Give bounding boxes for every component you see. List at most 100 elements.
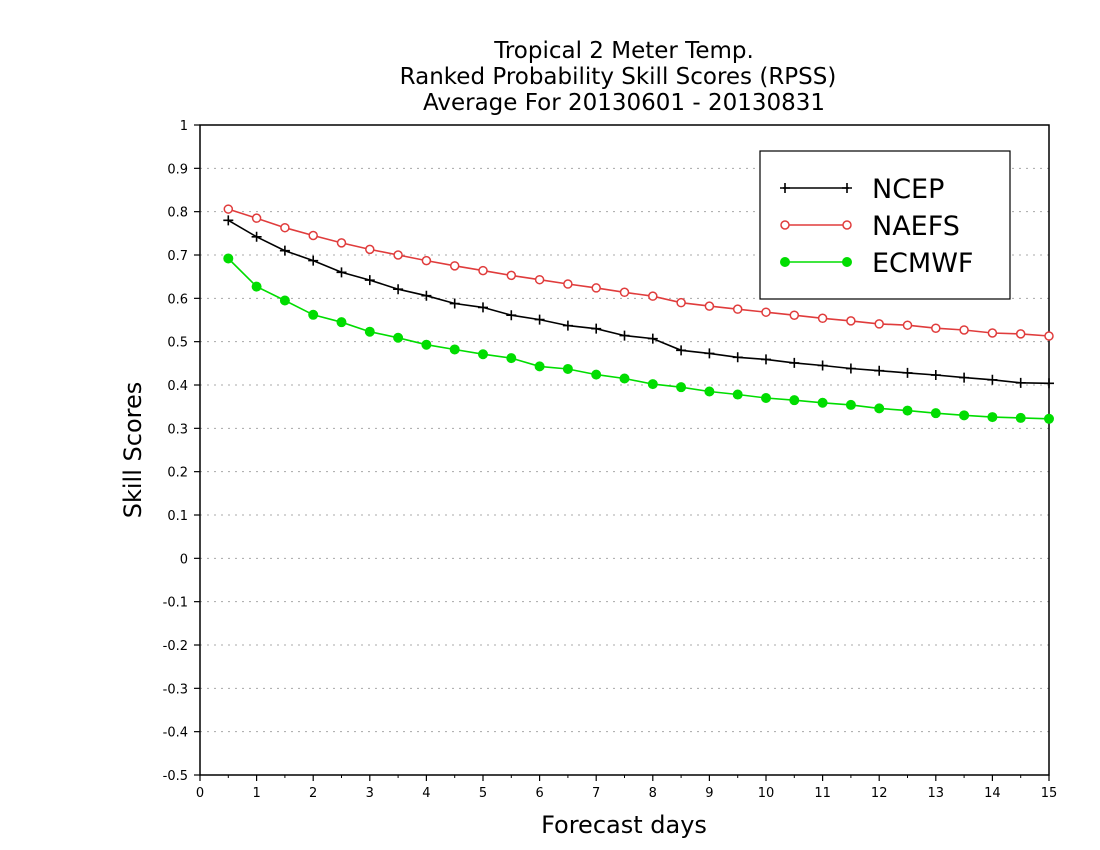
chart-title: Tropical 2 Meter Temp. Ranked Probabilit… [400, 38, 837, 116]
x-tick-label: 0 [196, 786, 204, 801]
data-point-ncep [761, 354, 771, 365]
y-tick-label: 0.2 [167, 466, 188, 481]
x-tick-label: 8 [649, 786, 657, 801]
data-point-naefs [223, 204, 234, 214]
x-tick-label: 1 [252, 786, 260, 801]
series-ncep [223, 215, 1054, 389]
data-point-ncep [845, 363, 856, 374]
legend-marker-ncep [842, 183, 852, 193]
data-point-ncep [478, 302, 488, 313]
y-tick-label: 0.9 [167, 162, 188, 177]
data-point-naefs [761, 307, 771, 317]
x-tick-label: 13 [928, 786, 945, 801]
y-tick-label: 0.1 [167, 509, 188, 524]
y-tick-label: 0.3 [167, 422, 188, 437]
data-point-naefs [902, 320, 913, 330]
data-point-ecmwf [534, 361, 545, 372]
data-point-ncep [930, 370, 941, 381]
legend-label-ncep: NCEP [872, 174, 944, 205]
y-tick-label: -0.2 [163, 639, 188, 654]
data-point-naefs [534, 274, 545, 285]
y-tick-label: 1 [180, 119, 188, 134]
x-tick-label: 11 [814, 786, 831, 801]
data-point-ecmwf [336, 317, 347, 328]
data-point-naefs [478, 265, 488, 276]
data-point-naefs [959, 325, 969, 335]
data-point-ncep [393, 284, 404, 295]
legend-marker-naefs [842, 220, 852, 230]
x-tick-label: 9 [705, 786, 713, 801]
data-point-ncep [449, 298, 460, 309]
data-point-ncep [959, 372, 970, 383]
data-point-ncep [562, 320, 573, 331]
data-point-ecmwf [676, 382, 687, 393]
legend-marker-ncep [780, 183, 790, 193]
data-point-ecmwf [478, 349, 488, 360]
data-point-ncep [336, 267, 347, 278]
data-point-ecmwf [647, 379, 658, 390]
data-point-ncep [364, 275, 375, 286]
data-point-naefs [931, 323, 941, 333]
chart-title-line-2: Ranked Probability Skill Scores (RPSS) [400, 64, 837, 90]
data-point-naefs [789, 310, 800, 320]
data-point-ecmwf [308, 309, 319, 320]
x-tick-label: 3 [366, 786, 374, 801]
series-naefs [223, 204, 1054, 341]
legend: NCEP NAEFS ECMWF [759, 150, 1011, 300]
x-axis-label: Forecast days [541, 811, 707, 839]
data-point-ecmwf [251, 281, 262, 292]
y-tick-label: -0.1 [163, 596, 188, 611]
series-lines [223, 204, 1054, 424]
x-tick-label: 10 [758, 786, 775, 801]
axis-ticks: 1 0.9 0.8 0.7 0.6 0.5 0.4 0.3 0.2 0.1 0 -0.1 -0.2 -0.… [163, 119, 1058, 801]
data-point-ecmwf [364, 326, 375, 337]
legend-item-ecmwf: ECMWF [780, 248, 973, 279]
chart-title-line-1: Tropical 2 Meter Temp. [493, 38, 754, 64]
data-point-ecmwf [845, 399, 856, 410]
data-point-ecmwf [1015, 412, 1026, 423]
data-point-naefs [591, 283, 601, 293]
data-point-ncep [534, 314, 545, 325]
data-point-ncep [1044, 378, 1054, 389]
data-point-naefs [704, 301, 715, 311]
data-point-ecmwf [619, 373, 630, 384]
data-point-naefs [280, 222, 290, 233]
y-tick-label: -0.5 [163, 769, 188, 784]
x-tick-label: 4 [422, 786, 430, 801]
series-ecmwf [223, 253, 1054, 424]
data-point-ncep [902, 367, 913, 378]
data-point-naefs [987, 328, 998, 338]
data-point-ecmwf [987, 412, 998, 423]
data-point-ncep [817, 360, 828, 371]
data-point-naefs [336, 238, 347, 248]
data-point-ncep [789, 357, 800, 368]
data-point-ecmwf [789, 395, 800, 406]
x-tick-label: 15 [1041, 786, 1058, 801]
data-point-naefs [251, 213, 262, 223]
data-point-ecmwf [930, 408, 941, 419]
data-point-ncep [676, 345, 687, 356]
data-point-naefs [648, 291, 658, 301]
data-point-naefs [676, 297, 686, 308]
data-point-ncep [506, 310, 517, 321]
data-point-naefs [393, 250, 403, 260]
x-tick-label: 14 [984, 786, 1001, 801]
y-tick-label: 0.7 [167, 249, 188, 264]
data-point-naefs [563, 279, 573, 289]
data-point-naefs [846, 316, 856, 326]
data-point-ecmwf [732, 389, 743, 400]
data-point-ecmwf [279, 295, 290, 306]
y-axis-label: Skill Scores [119, 382, 147, 519]
data-point-ncep [619, 330, 630, 341]
data-point-ncep [704, 348, 715, 359]
data-point-ecmwf [902, 405, 913, 416]
legend-marker-naefs [780, 220, 790, 230]
data-point-ncep [1015, 377, 1026, 388]
data-point-ecmwf [393, 332, 404, 343]
y-tick-label: -0.3 [163, 682, 188, 697]
legend-label-ecmwf: ECMWF [872, 248, 973, 279]
legend-item-ncep: NCEP [780, 174, 944, 205]
data-point-naefs [421, 255, 432, 266]
data-point-naefs [619, 287, 630, 298]
